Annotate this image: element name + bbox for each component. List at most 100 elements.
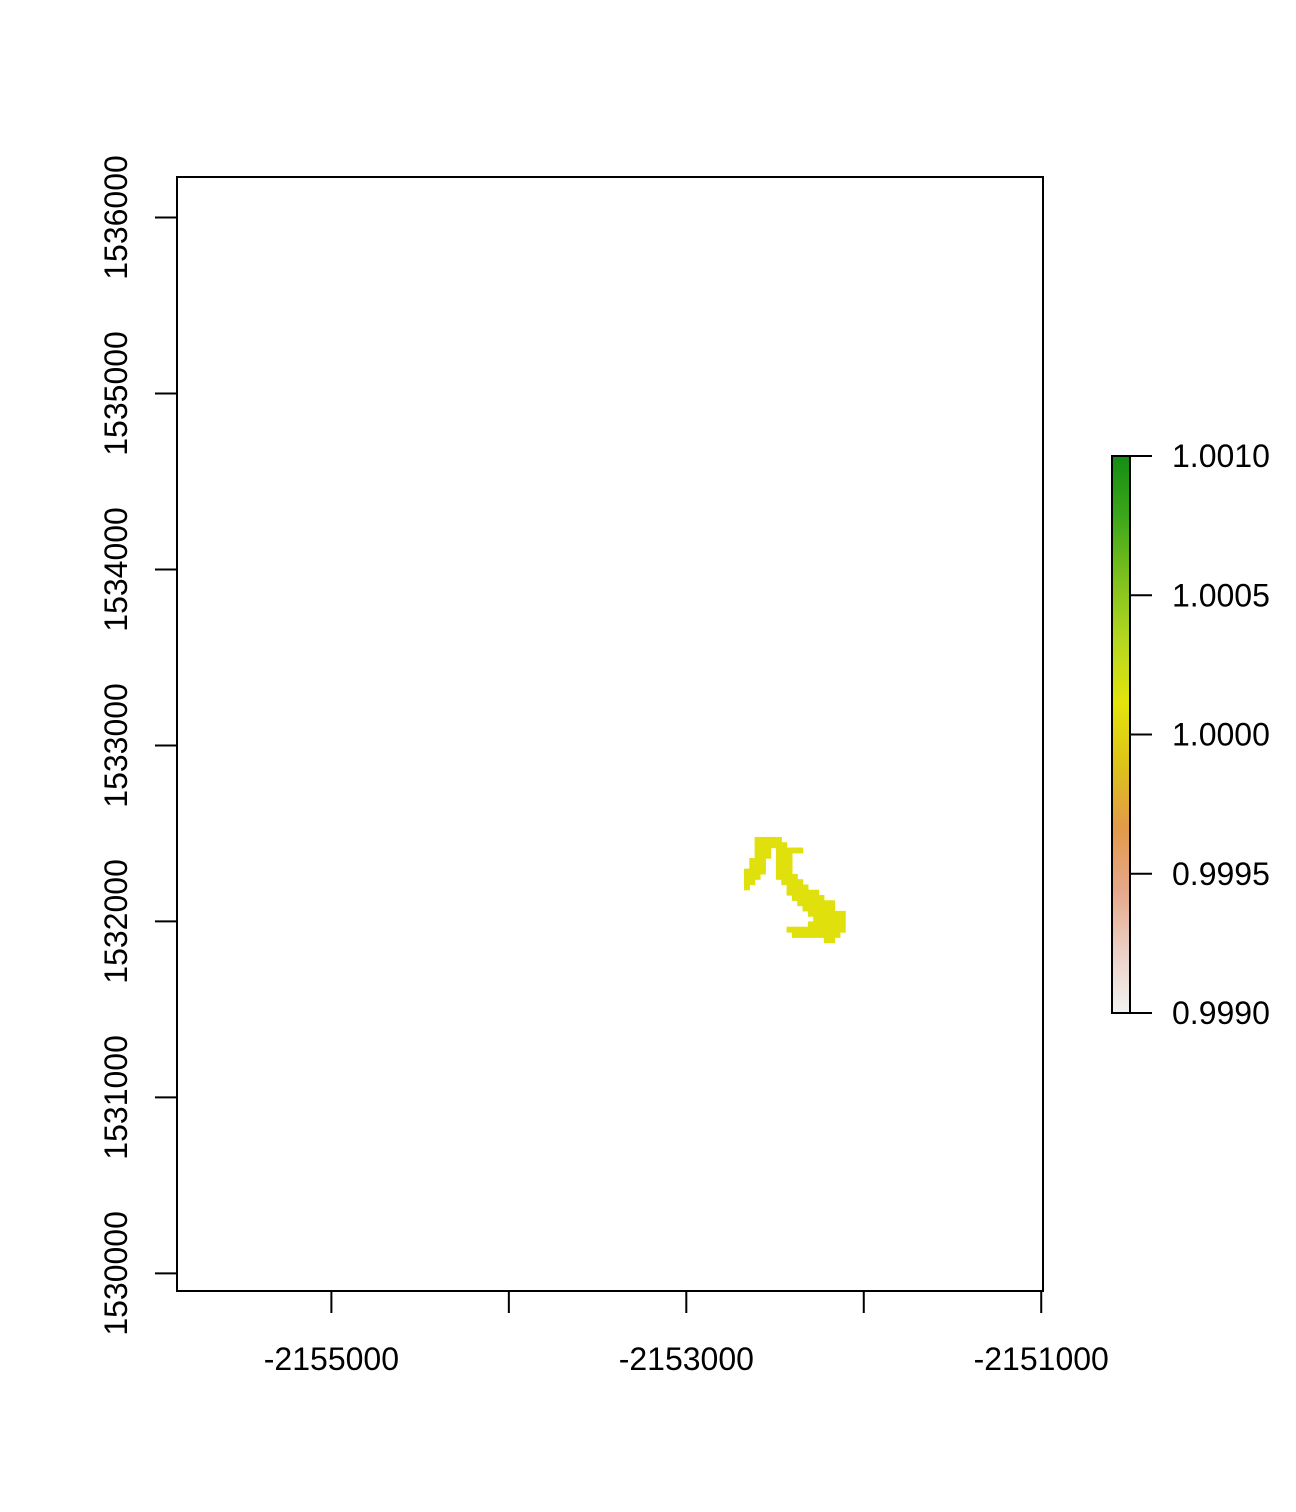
raster-cell (797, 926, 804, 933)
raster-cell (813, 905, 820, 912)
raster-cell (823, 916, 830, 923)
legend-tick-label: 0.9990 (1172, 995, 1270, 1031)
raster-cell (759, 868, 766, 875)
raster-cell (786, 884, 793, 891)
raster-cell (786, 852, 793, 859)
raster-cell (807, 926, 814, 933)
raster-cell (759, 863, 766, 870)
raster-cell (797, 900, 804, 907)
raster-cell (765, 847, 772, 854)
raster-cell (749, 879, 756, 886)
plot-frame (176, 176, 1044, 1292)
raster-cell (754, 836, 761, 843)
raster-cell (829, 937, 836, 944)
raster-cell (759, 847, 766, 854)
raster-cell (834, 931, 841, 938)
raster-cell (791, 895, 798, 901)
raster-cell (786, 926, 793, 933)
raster-cell (754, 842, 761, 849)
raster-cell (775, 852, 782, 859)
raster-cell (839, 916, 846, 923)
raster-cell (818, 910, 825, 917)
y-tick-label: 1533000 (98, 683, 134, 808)
raster-cell (781, 879, 788, 886)
raster-cell (775, 858, 782, 864)
raster-cell (743, 884, 750, 891)
raster-cell (759, 858, 766, 864)
raster-cell (813, 895, 820, 901)
raster-cell (807, 905, 814, 912)
raster-cell (775, 836, 782, 843)
raster-cell (749, 858, 756, 864)
y-tick-label: 1536000 (98, 155, 134, 280)
raster-cell (823, 910, 830, 917)
raster-cell (754, 852, 761, 859)
raster-cell (749, 873, 756, 880)
raster-cell (775, 868, 782, 875)
raster-cell (813, 889, 820, 896)
y-tick-label: 1532000 (98, 859, 134, 984)
raster-cell (823, 931, 830, 938)
raster-cell (807, 910, 814, 917)
raster-cell (829, 900, 836, 907)
raster-cell (791, 847, 798, 854)
raster-cell (765, 836, 772, 843)
raster-cell (781, 852, 788, 859)
legend-color-bar (1112, 456, 1130, 1013)
raster-cell (781, 863, 788, 870)
raster-cell (791, 879, 798, 886)
raster-cell (802, 900, 809, 907)
raster-cell (791, 931, 798, 938)
raster-cell (823, 900, 830, 907)
raster-cell (802, 931, 809, 938)
raster-cell (829, 926, 836, 933)
raster-cell (797, 847, 804, 854)
raster-cell (807, 921, 814, 928)
y-tick-label: 1531000 (98, 1035, 134, 1160)
raster-cell (802, 895, 809, 901)
raster-cell (813, 910, 820, 917)
raster-cell (781, 858, 788, 864)
raster-cell (797, 889, 804, 896)
raster-cell (791, 884, 798, 891)
raster-cell (765, 852, 772, 859)
raster-cell (823, 926, 830, 933)
x-axis: -2155000 -2153000 -2151000 (264, 1291, 1109, 1377)
color-legend: 0.9990 0.9995 1.0000 1.0005 1.0010 (1111, 438, 1270, 1031)
y-tick-label: 1534000 (98, 507, 134, 632)
raster-cell (829, 905, 836, 912)
raster-cell (829, 910, 836, 917)
x-tick-label: -2151000 (974, 1341, 1109, 1377)
raster-cell (813, 926, 820, 933)
x-tick-label: -2155000 (264, 1341, 399, 1377)
raster-cell (781, 842, 788, 849)
raster-cell (786, 868, 793, 875)
raster-cell (743, 873, 750, 880)
legend-tick-label: 1.0000 (1172, 717, 1270, 753)
raster-cell (839, 910, 846, 917)
raster-cell (834, 926, 841, 933)
raster-cell (775, 873, 782, 880)
raster-cell (802, 905, 809, 912)
raster-cell (807, 900, 814, 907)
raster-cell (759, 836, 766, 843)
raster-cell (743, 879, 750, 886)
raster-cell (786, 889, 793, 896)
raster-cell (813, 921, 820, 928)
raster-cell (781, 847, 788, 854)
raster-cell (829, 921, 836, 928)
y-tick-label: 1535000 (98, 331, 134, 456)
raster-cell (807, 931, 814, 938)
legend-tick-label: 1.0005 (1172, 577, 1270, 613)
raster-cell (834, 910, 841, 917)
x-tick-label: -2153000 (619, 1341, 754, 1377)
y-axis: 1530000 1531000 1532000 1533000 1534000 15350… (98, 155, 177, 1336)
raster-cell (791, 873, 798, 880)
raster-cell (818, 900, 825, 907)
raster-cell (802, 889, 809, 896)
raster-cell (829, 931, 836, 938)
raster-cell (770, 842, 777, 849)
raster-cell (759, 842, 766, 849)
y-tick-label: 1530000 (98, 1211, 134, 1336)
